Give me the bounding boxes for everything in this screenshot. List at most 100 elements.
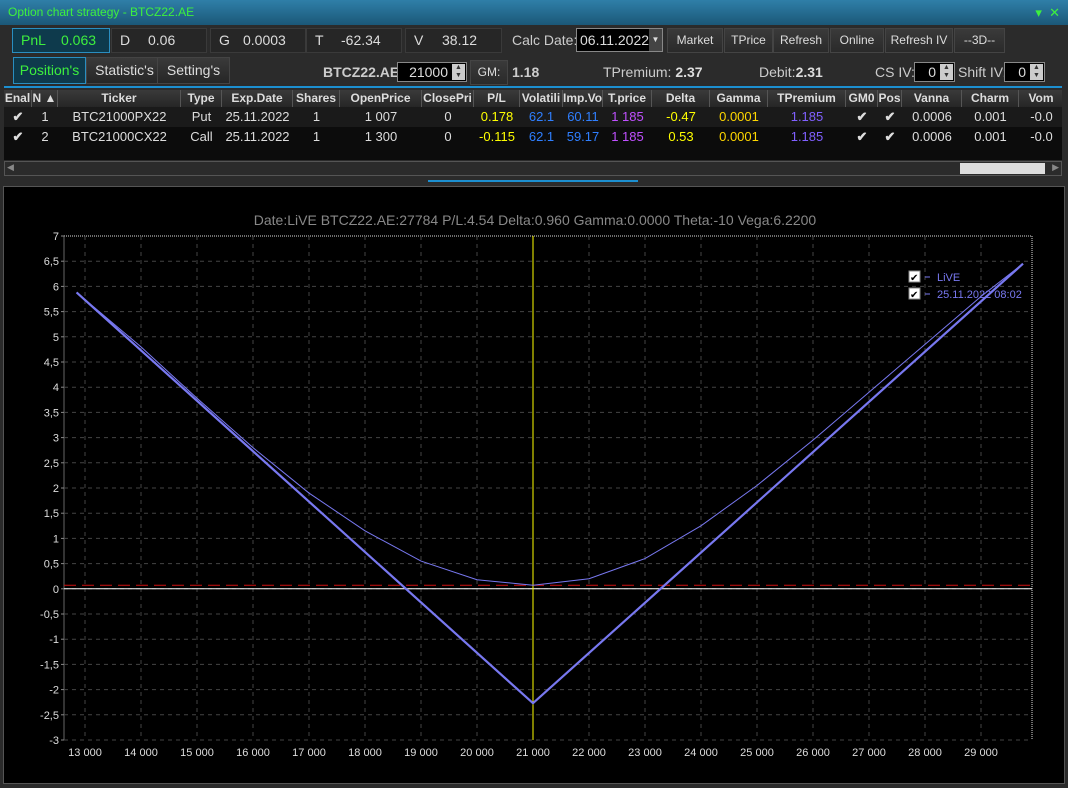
refresh-iv-button[interactable]: Refresh IV: [885, 28, 953, 53]
y-tick-label: 7: [53, 231, 59, 243]
column-header[interactable]: Vom: [1019, 90, 1062, 107]
check-icon[interactable]: ✔: [12, 109, 24, 124]
shift-iv-stepper[interactable]: 0 ▲ ▼: [1004, 62, 1045, 82]
refresh-button[interactable]: Refresh: [773, 28, 829, 53]
cell-impvol: 59.17: [566, 129, 600, 144]
calc-date-value: 06.11.2022: [580, 32, 650, 48]
column-header[interactable]: Type: [181, 90, 222, 107]
x-tick-label: 15 000: [180, 747, 214, 759]
cell-type: Put: [191, 109, 212, 124]
column-header[interactable]: Delta: [652, 90, 710, 107]
gm-button[interactable]: GM:: [470, 60, 508, 85]
column-header[interactable]: N ▲: [32, 90, 58, 107]
table-row[interactable]: ✔ 1 BTC21000PX22 Put 25.11.2022 1 1 007 0 0.178 6…: [4, 107, 1062, 127]
column-header[interactable]: TPremium: [768, 90, 846, 107]
column-header[interactable]: OpenPrice: [340, 90, 422, 107]
calc-date-select[interactable]: 06.11.2022 ▼: [576, 28, 663, 52]
scroll-thumb[interactable]: [960, 163, 1045, 174]
cell-shares: 1: [312, 129, 321, 144]
check-icon[interactable]: ✔: [856, 129, 868, 144]
horizontal-scrollbar[interactable]: ◀ ▶: [4, 161, 1062, 176]
chevron-down-icon: ▼: [649, 29, 662, 51]
x-tick-label: 19 000: [404, 747, 438, 759]
column-header[interactable]: Exp.Date: [222, 90, 293, 107]
shift-iv-label: Shift IV:: [958, 64, 1007, 80]
cell-tprice: 1 185: [611, 129, 644, 144]
column-header[interactable]: Gamma: [710, 90, 768, 107]
scroll-left-icon[interactable]: ◀: [7, 162, 14, 172]
strike-stepper[interactable]: 21000 ▲ ▼: [397, 62, 467, 82]
dropdown-arrow-icon[interactable]: ▾: [1035, 5, 1042, 20]
check-icon[interactable]: ✔: [856, 109, 868, 124]
calc-date-label: Calc Date:: [512, 32, 578, 48]
positions-table: Enal N ▲ Ticker Type Exp.Date Shares OpenPrice…: [4, 90, 1062, 160]
splitter-handle[interactable]: [428, 180, 638, 182]
y-tick-label: -1: [49, 634, 59, 646]
underlying-ticker: BTCZ22.AE: [323, 64, 400, 80]
column-header[interactable]: Charm: [962, 90, 1019, 107]
greek-d: D 0.06: [111, 28, 207, 53]
y-tick-label: 6,5: [44, 256, 59, 268]
greek-pnl: PnL 0.063: [12, 28, 110, 53]
cs-iv-stepper[interactable]: 0 ▲ ▼: [914, 62, 955, 82]
gm-value: 1.18: [512, 64, 540, 80]
column-header[interactable]: ClosePri: [422, 90, 474, 107]
column-header[interactable]: Ticker: [58, 90, 181, 107]
cs-iv-label: CS IV:: [875, 64, 915, 80]
x-tick-label: 20 000: [460, 747, 494, 759]
close-icon[interactable]: ✕: [1049, 5, 1060, 20]
scroll-right-icon[interactable]: ▶: [1052, 162, 1059, 172]
online-button[interactable]: Online: [830, 28, 884, 53]
tab-settings[interactable]: Setting's: [157, 57, 230, 84]
y-tick-label: 6: [53, 281, 59, 293]
tab-positions[interactable]: Position's: [13, 57, 86, 84]
legend-label: LiVE: [937, 272, 960, 284]
column-header[interactable]: Volatili: [520, 90, 563, 107]
column-header[interactable]: P/L: [474, 90, 520, 107]
x-tick-label: 18 000: [348, 747, 382, 759]
column-header[interactable]: T.price: [603, 90, 652, 107]
x-tick-label: 13 000: [68, 747, 102, 759]
market-button[interactable]: Market: [667, 28, 723, 53]
tprice-button[interactable]: TPrice: [724, 28, 773, 53]
cell-vanna: 0.0006: [912, 129, 952, 144]
spin-arrows-icon[interactable]: ▲ ▼: [940, 64, 953, 80]
x-tick-label: 22 000: [572, 747, 606, 759]
cell-ticker: BTC21000PX22: [72, 109, 167, 124]
check-icon[interactable]: ✔: [884, 129, 896, 144]
cell-vanna: 0.0006: [912, 109, 952, 124]
cell-pl: -0.115: [479, 129, 515, 144]
y-tick-label: 4: [53, 382, 59, 394]
y-tick-label: 1: [53, 533, 59, 545]
greek-label: T: [315, 32, 324, 48]
greek-value: -62.34: [341, 32, 381, 48]
cell-tpremium: 1.185: [790, 109, 824, 124]
spin-arrows-icon[interactable]: ▲ ▼: [452, 64, 465, 80]
spin-arrows-icon[interactable]: ▲ ▼: [1030, 64, 1043, 80]
cell-vol: 62.1: [528, 129, 555, 144]
check-icon[interactable]: ✔: [12, 129, 24, 144]
column-header[interactable]: Vanna: [902, 90, 962, 107]
cell-type: Call: [190, 129, 213, 144]
x-tick-label: 21 000: [516, 747, 550, 759]
column-header[interactable]: GM0: [846, 90, 878, 107]
title-bar: Option chart strategy - BTCZ22.AE ▾ ✕: [0, 0, 1068, 25]
greek-label: PnL: [21, 32, 46, 48]
cell-impvol: 60.11: [567, 109, 599, 124]
check-icon[interactable]: ✔: [884, 109, 896, 124]
greek-label: D: [120, 32, 131, 48]
column-header[interactable]: Imp.Vo: [563, 90, 603, 107]
column-header[interactable]: Enal: [4, 90, 32, 107]
legend-checkbox[interactable]: [908, 270, 921, 283]
tab-statistics[interactable]: Statistic's: [86, 57, 163, 84]
y-tick-label: -3: [49, 735, 59, 747]
column-header[interactable]: Pos: [878, 90, 902, 107]
table-row[interactable]: ✔ 2 BTC21000CX22 Call 25.11.2022 1 1 300 0 -0.11…: [4, 127, 1062, 147]
y-tick-label: -2,5: [40, 710, 59, 722]
legend-checkbox[interactable]: [908, 287, 921, 300]
column-header[interactable]: Shares: [293, 90, 340, 107]
3d-button[interactable]: --3D--: [954, 28, 1005, 53]
check-icon: ✔: [910, 273, 918, 284]
x-tick-label: 23 000: [628, 747, 662, 759]
payoff-chart: Date:LiVE BTCZ22.AE:27784 P/L:4.54 Delta…: [3, 186, 1065, 784]
